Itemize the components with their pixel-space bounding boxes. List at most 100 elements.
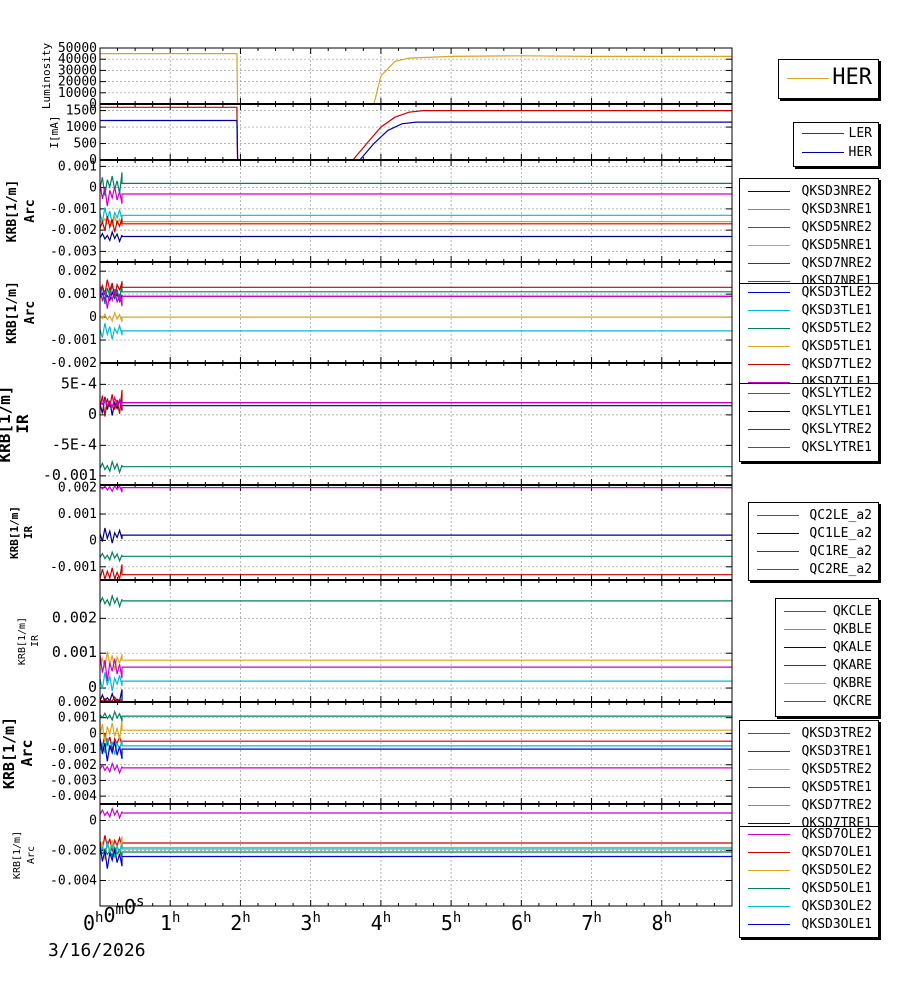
legend-swatch bbox=[748, 751, 790, 752]
series-line bbox=[99, 459, 732, 475]
legend-entry: QKSD5TRE2 bbox=[740, 761, 878, 779]
y-tick-label: -0.001 bbox=[50, 202, 97, 217]
y-axis-label: KRB[1/m] bbox=[0, 717, 18, 789]
x-tick-number: 0 bbox=[103, 903, 115, 927]
y-tick-label: 10000 bbox=[58, 86, 97, 101]
legend-swatch bbox=[784, 665, 826, 666]
series-line bbox=[99, 323, 732, 340]
legend-swatch bbox=[748, 227, 790, 228]
x-tick-unit: h bbox=[383, 910, 391, 926]
legend-label: QKARE bbox=[832, 658, 872, 673]
legend-label: QKSLYTLE1 bbox=[801, 404, 872, 419]
legend-entry: QKSLYTLE2 bbox=[740, 385, 878, 403]
y-axis-sublabel: Arc bbox=[23, 301, 38, 324]
legend-panel-4: QKSD3TLE2 QKSD3TLE1 QKSD5TLE2 QKSD5TLE1 … bbox=[739, 283, 879, 393]
legend-swatch bbox=[784, 629, 826, 630]
x-tick-unit: h bbox=[523, 910, 531, 926]
legend-swatch bbox=[748, 281, 790, 282]
series-line bbox=[99, 593, 732, 609]
legend-panel-5: QKSLYTLE2 QKSLYTLE1 QKSLYTRE2 QKSLYTRE1 bbox=[739, 383, 879, 462]
series-line bbox=[99, 527, 732, 544]
y-axis-label: KRB[1/m] bbox=[5, 180, 20, 243]
legend-swatch bbox=[748, 805, 790, 806]
legend-panel-7: QKCLE QKBLE QKALE QKARE QKBRE QKCRE bbox=[775, 598, 879, 717]
y-axis-sublabel: Arc bbox=[23, 199, 38, 222]
series-line bbox=[99, 836, 732, 860]
legend-swatch bbox=[802, 133, 844, 134]
y-axis-label: KRB[1/m] bbox=[8, 506, 21, 559]
legend-entry: QC1LE_a2 bbox=[749, 525, 878, 543]
legend-label: QKSD5NRE1 bbox=[801, 238, 872, 253]
x-tick-label: 7h bbox=[581, 910, 601, 935]
legend-panel-9: QKSD7OLE2 QKSD7OLE1 QKSD5OLE2 QKSD5OLE1 … bbox=[739, 826, 879, 938]
series-line bbox=[99, 285, 732, 309]
y-tick-label: 20000 bbox=[58, 75, 97, 90]
y-tick-label: 0.001 bbox=[52, 643, 97, 661]
x-tick-label: 4h bbox=[371, 910, 391, 935]
legend-label: QKALE bbox=[832, 640, 872, 655]
x-tick-number: 3 bbox=[300, 911, 312, 935]
series-line bbox=[99, 182, 732, 207]
legend-entry: QKSD5TLE1 bbox=[740, 338, 878, 356]
y-tick-label: 0.002 bbox=[58, 695, 97, 710]
legend-swatch bbox=[757, 533, 799, 534]
x-tick-unit: h bbox=[593, 910, 601, 926]
x-tick-label: 3h bbox=[300, 910, 320, 935]
y-tick-label: 0 bbox=[88, 678, 97, 696]
legend-label: LER bbox=[848, 126, 872, 141]
legend-panel-3: QKSD3NRE2 QKSD3NRE1 QKSD5NRE2 QKSD5NRE1 … bbox=[739, 178, 879, 292]
legend-label: QKSD3OLE2 bbox=[801, 899, 872, 914]
y-tick-label: 500 bbox=[74, 137, 97, 152]
y-tick-label: 0 bbox=[89, 533, 97, 548]
legend-entry: QKSD3TRE1 bbox=[740, 743, 878, 761]
y-tick-label: 0 bbox=[89, 153, 97, 168]
series-line bbox=[99, 310, 732, 323]
y-tick-label: 30000 bbox=[58, 63, 97, 78]
legend-swatch bbox=[748, 382, 790, 383]
series-line bbox=[100, 106, 732, 161]
y-tick-label: -5E-4 bbox=[52, 435, 97, 453]
legend-entry: QKSD5NRE1 bbox=[740, 237, 878, 255]
legend-entry: QKSD3OLE2 bbox=[740, 898, 878, 916]
legend-entry: QKSD3NRE2 bbox=[740, 183, 878, 201]
legend-label: QKSD5NRE2 bbox=[801, 220, 872, 235]
legend-entry: QKSD5TRE1 bbox=[740, 779, 878, 797]
legend-label: QKSD3OLE1 bbox=[801, 917, 872, 932]
legend-label: QKBRE bbox=[832, 676, 872, 691]
x-tick-unit: h bbox=[172, 910, 180, 926]
date-label: 3/16/2026 bbox=[48, 940, 146, 961]
series-line bbox=[99, 806, 732, 820]
legend-label: QKSLYTRE2 bbox=[801, 422, 872, 437]
legend-label: QKSD5TLE2 bbox=[801, 321, 872, 336]
legend-panel-2: LER HER bbox=[793, 122, 879, 167]
legend-swatch bbox=[748, 245, 790, 246]
y-axis-label: KRB[1/m] bbox=[5, 281, 20, 344]
legend-label: QC2LE_a2 bbox=[809, 508, 872, 523]
y-tick-label: 0.001 bbox=[58, 507, 97, 522]
legend-label: QKSD7NRE2 bbox=[801, 256, 872, 271]
y-tick-label: 0.001 bbox=[58, 711, 97, 726]
legend-entry: QKSD5TLE2 bbox=[740, 320, 878, 338]
series-line bbox=[99, 484, 732, 493]
y-axis-label: I[mA] bbox=[48, 115, 61, 148]
y-axis-sublabel: IR bbox=[22, 526, 35, 540]
y-tick-label: 40000 bbox=[58, 52, 97, 67]
series-line bbox=[99, 172, 732, 196]
x-tick-label: 6h bbox=[511, 910, 531, 935]
legend-swatch bbox=[757, 515, 799, 516]
y-tick-label: -0.001 bbox=[50, 742, 97, 757]
series-line bbox=[100, 119, 732, 161]
legend-swatch bbox=[748, 906, 790, 907]
legend-entry: HER bbox=[779, 60, 878, 98]
legend-swatch bbox=[748, 733, 790, 734]
x-tick-number: 6 bbox=[511, 911, 523, 935]
panel-frame bbox=[99, 579, 733, 703]
legend-label: QC1LE_a2 bbox=[809, 526, 872, 541]
legend-swatch bbox=[748, 769, 790, 770]
legend-entry: QC1RE_a2 bbox=[749, 543, 878, 561]
legend-label: QKSD5TRE2 bbox=[801, 762, 872, 777]
legend-label: QKBLE bbox=[832, 622, 872, 637]
legend-swatch bbox=[748, 429, 790, 430]
legend-swatch bbox=[802, 152, 844, 153]
legend-entry: QKBRE bbox=[776, 675, 878, 693]
